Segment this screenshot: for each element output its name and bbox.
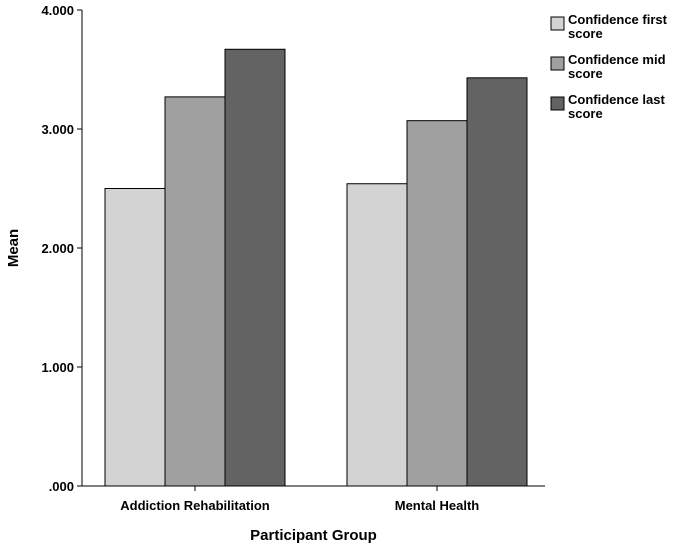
bar-0-2 — [224, 48, 286, 487]
bars — [104, 48, 528, 487]
y-axis-ticks: .000 1.000 2.000 3.000 4.000 — [41, 3, 82, 494]
legend-label-2: Confidence last — [568, 92, 665, 107]
legend-swatch-1 — [550, 56, 565, 71]
y-tick-label: 4.000 — [41, 3, 74, 18]
bar-0-0 — [104, 188, 166, 487]
y-tick-label: 3.000 — [41, 122, 74, 137]
x-axis-title: Participant Group — [250, 527, 377, 544]
y-tick-label: .000 — [49, 479, 74, 494]
legend-label-1: score — [568, 66, 603, 81]
x-axis-tick-labels: Addiction Rehabilitation Mental Health — [120, 486, 479, 513]
bar-0-1 — [164, 96, 226, 487]
legend-swatch-0 — [550, 16, 565, 31]
x-tick-label: Mental Health — [395, 498, 480, 513]
legend-label-0: Confidence first — [568, 12, 668, 27]
legend-label-0: score — [568, 26, 603, 41]
bar-1-2 — [466, 77, 528, 487]
legend-label-2: score — [568, 106, 603, 121]
bar-1-0 — [346, 183, 408, 487]
y-tick-label: 2.000 — [41, 241, 74, 256]
legend-label-1: Confidence mid — [568, 52, 666, 67]
legend-swatch-2 — [550, 96, 565, 111]
bar-1-1 — [406, 120, 468, 487]
x-tick-label: Addiction Rehabilitation — [120, 498, 270, 513]
y-tick-label: 1.000 — [41, 360, 74, 375]
y-axis-title: Mean — [5, 229, 22, 267]
